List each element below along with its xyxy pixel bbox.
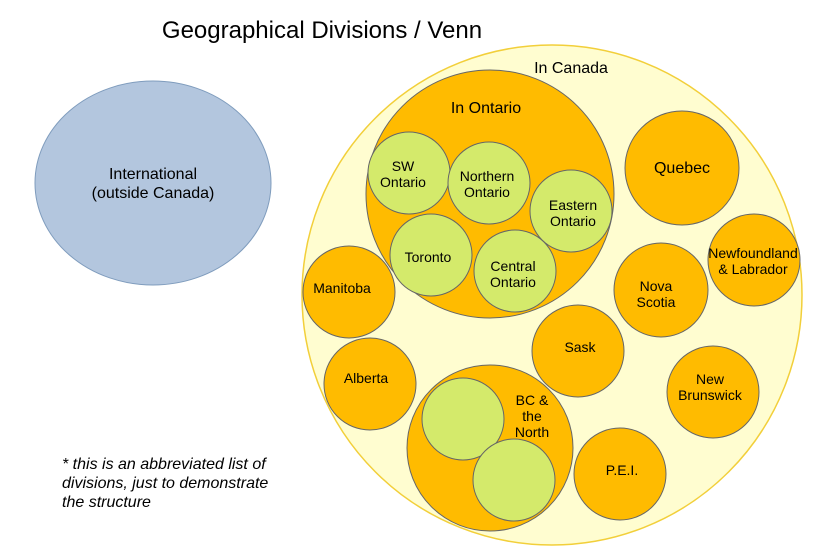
province-circle-nova-scotia — [613, 242, 709, 338]
region-label-toronto: Toronto — [405, 249, 452, 265]
footnote-line-2: divisions, just to demonstrate — [62, 475, 268, 492]
region-label-northern-ontario-2: Ontario — [464, 184, 510, 200]
province-label-pei: P.E.I. — [606, 462, 638, 478]
bc-region-circle-2 — [472, 438, 556, 522]
province-circle-pei — [573, 427, 667, 521]
region-label-central-ontario-1: Central — [490, 258, 535, 274]
province-circle-sask — [531, 304, 625, 398]
province-label-quebec: Quebec — [654, 160, 710, 177]
province-label-newfoundland-2: & Labrador — [718, 261, 788, 277]
region-label-eastern-ontario-1: Eastern — [549, 197, 597, 213]
international-label-line-2: (outside Canada) — [92, 185, 215, 202]
region-circle-toronto — [389, 213, 473, 297]
footnote-line-3: the structure — [62, 494, 151, 511]
region-label-sw-ontario-1: SW — [392, 158, 415, 174]
international-group: International (outside Canada) — [34, 80, 272, 286]
provinces-group: Quebec Newfoundland & Labrador Nova Scot… — [302, 110, 801, 521]
province-label-new-brunswick-1: New — [696, 371, 725, 387]
province-circle-quebec — [624, 110, 740, 226]
region-circle-eastern-ontario — [529, 169, 613, 253]
bc-region-circle-1 — [421, 377, 505, 461]
region-circle-central-ontario — [473, 229, 557, 313]
province-circle-new-brunswick — [666, 345, 760, 439]
province-label-newfoundland-1: Newfoundland — [708, 245, 798, 261]
province-label-nova-scotia-2: Scotia — [637, 294, 676, 310]
international-label-line-1: International — [109, 166, 197, 183]
canada-label: In Canada — [534, 60, 608, 77]
province-label-new-brunswick-2: Brunswick — [678, 387, 743, 403]
region-label-eastern-ontario-2: Ontario — [550, 213, 596, 229]
ontario-group: In Ontario SW Ontario Northern Ontario E… — [365, 69, 615, 319]
province-label-manitoba: Manitoba — [313, 280, 371, 296]
region-label-sw-ontario-2: Ontario — [380, 174, 426, 190]
international-ellipse — [34, 80, 272, 286]
footnote: * this is an abbreviated list of divisio… — [62, 456, 268, 511]
region-label-central-ontario-2: Ontario — [490, 274, 536, 290]
province-circle-manitoba — [302, 245, 396, 339]
province-label-alberta: Alberta — [344, 370, 389, 386]
ontario-label: In Ontario — [451, 100, 521, 117]
province-circle-alberta — [323, 337, 417, 431]
province-label-nova-scotia-1: Nova — [640, 278, 673, 294]
footnote-line-1: * this is an abbreviated list of — [62, 456, 267, 473]
bc-label-line-3: North — [515, 424, 549, 440]
page-title: Geographical Divisions / Venn — [162, 17, 482, 44]
region-circle-northern-ontario — [447, 141, 531, 225]
bc-label-line-1: BC & — [516, 392, 549, 408]
province-label-sask: Sask — [564, 339, 596, 355]
bc-group: BC & the North — [406, 364, 574, 532]
province-circle-newfoundland-labrador — [707, 213, 801, 307]
bc-label-line-2: the — [522, 408, 542, 424]
region-label-northern-ontario-1: Northern — [460, 168, 514, 184]
